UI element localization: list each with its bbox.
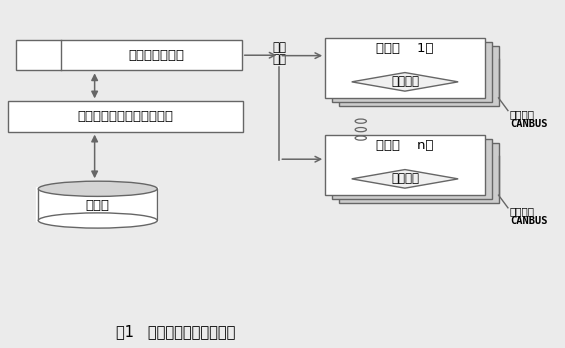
Text: CANBUS: CANBUS	[510, 119, 547, 129]
Text: 显示终端: 显示终端	[391, 172, 419, 185]
Bar	[8, 101, 243, 132]
Polygon shape	[351, 169, 458, 188]
Bar	[38, 189, 157, 221]
Bar	[16, 40, 242, 70]
Text: 上位机控制部分: 上位机控制部分	[128, 49, 184, 62]
Bar	[325, 135, 485, 195]
Bar	[332, 42, 492, 102]
Text: 密集架    1区: 密集架 1区	[376, 42, 434, 55]
Bar	[339, 143, 498, 203]
Text: 区内总线: 区内总线	[510, 206, 535, 216]
Text: 区间: 区间	[272, 41, 286, 54]
Polygon shape	[351, 72, 458, 91]
Text: 档案管理及密集架控制系统: 档案管理及密集架控制系统	[77, 110, 173, 123]
Bar	[339, 46, 498, 105]
Text: CANBUS: CANBUS	[510, 216, 547, 226]
Text: 区内总线: 区内总线	[510, 109, 535, 119]
Text: 显示终端: 显示终端	[391, 76, 419, 88]
Bar	[332, 139, 492, 199]
Bar	[325, 38, 485, 98]
Ellipse shape	[38, 181, 157, 196]
Text: 数据库: 数据库	[86, 199, 110, 212]
Text: 密集架    n区: 密集架 n区	[376, 139, 434, 152]
Text: 图1   电动密集架系统构成图: 图1 电动密集架系统构成图	[116, 324, 236, 339]
Text: 总线: 总线	[272, 53, 286, 65]
Ellipse shape	[38, 213, 157, 228]
